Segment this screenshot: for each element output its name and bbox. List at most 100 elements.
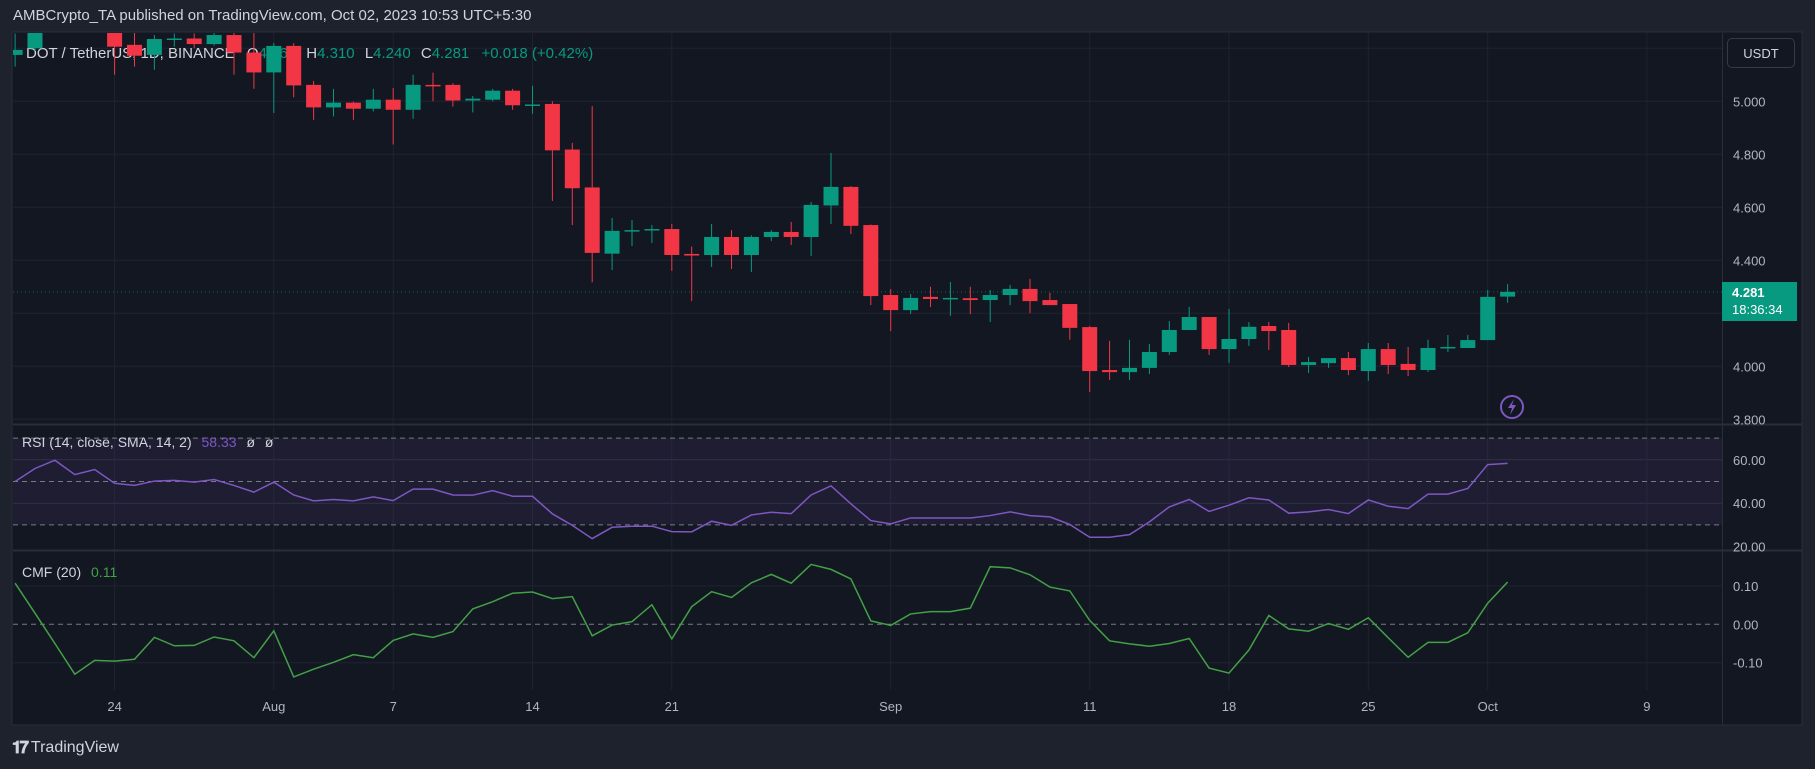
candle[interactable]	[962, 286, 978, 315]
candle-body	[1480, 296, 1496, 341]
candle-body	[465, 98, 481, 101]
candle[interactable]	[1460, 335, 1476, 349]
candle[interactable]	[226, 32, 242, 75]
rsi-title[interactable]: RSI (14, close, SMA, 14, 2)	[22, 434, 192, 450]
candle[interactable]	[345, 101, 361, 120]
candle[interactable]	[1002, 284, 1018, 306]
candle[interactable]	[1141, 344, 1157, 374]
candle[interactable]	[385, 88, 401, 145]
candle[interactable]	[1380, 342, 1396, 374]
candle[interactable]	[405, 74, 421, 119]
candle[interactable]	[127, 32, 142, 67]
candle[interactable]	[8, 33, 23, 67]
candle[interactable]	[1400, 346, 1416, 377]
rsi-na-1: ø	[246, 434, 255, 450]
candle[interactable]	[743, 235, 759, 272]
candle[interactable]	[664, 223, 680, 271]
candle[interactable]	[1321, 358, 1336, 368]
candle[interactable]	[942, 282, 958, 316]
candle[interactable]	[1102, 340, 1118, 381]
candle-body	[385, 99, 401, 110]
candle[interactable]	[246, 32, 262, 89]
candle[interactable]	[1440, 335, 1456, 352]
candle[interactable]	[306, 80, 322, 120]
candle[interactable]	[186, 33, 202, 49]
candle[interactable]	[425, 72, 441, 102]
candle-body	[445, 84, 461, 101]
candle[interactable]	[146, 35, 162, 70]
candle[interactable]	[286, 43, 302, 98]
candle[interactable]	[903, 293, 919, 315]
candle[interactable]	[724, 230, 739, 270]
candle[interactable]	[1062, 304, 1078, 340]
candle[interactable]	[783, 221, 799, 245]
candle[interactable]	[1241, 322, 1257, 346]
candle[interactable]	[1082, 326, 1098, 393]
candle[interactable]	[1122, 339, 1137, 381]
candle[interactable]	[544, 101, 560, 201]
candle[interactable]	[485, 88, 501, 102]
candle[interactable]	[923, 286, 938, 307]
candle-body	[903, 297, 919, 311]
candle-body	[505, 90, 521, 106]
candle[interactable]	[1500, 284, 1516, 303]
candle[interactable]	[863, 224, 879, 306]
candle[interactable]	[1042, 292, 1058, 306]
candle-body	[883, 295, 899, 311]
candle[interactable]	[1161, 320, 1177, 355]
candle[interactable]	[525, 85, 540, 114]
bar-countdown: 18:36:34	[1732, 302, 1783, 317]
candle[interactable]	[684, 246, 700, 302]
lightning-bolt-icon[interactable]	[1500, 395, 1524, 419]
candle-body	[923, 296, 938, 299]
candle[interactable]	[624, 220, 640, 246]
candle[interactable]	[823, 152, 839, 224]
candle[interactable]	[1360, 342, 1376, 381]
candle[interactable]	[1181, 306, 1197, 330]
candle[interactable]	[505, 88, 521, 110]
candle[interactable]	[27, 30, 43, 51]
time-label: 14	[525, 699, 539, 714]
cmf-axis-label: 0.10	[1733, 579, 1758, 594]
candle[interactable]	[1281, 322, 1297, 368]
candle-body	[13, 49, 23, 55]
candle[interactable]	[843, 186, 859, 235]
candle[interactable]	[584, 106, 600, 283]
cmf-value: 0.11	[91, 564, 117, 580]
candle[interactable]	[763, 230, 779, 241]
cmf-title[interactable]: CMF (20)	[22, 564, 81, 580]
candle[interactable]	[465, 96, 481, 113]
candle[interactable]	[166, 33, 182, 47]
candle[interactable]	[604, 217, 620, 271]
candle-body	[1440, 346, 1456, 349]
legend-high: 4.310	[317, 45, 355, 62]
candle[interactable]	[445, 83, 461, 107]
candle[interactable]	[1261, 322, 1277, 350]
candle[interactable]	[1420, 339, 1436, 372]
candle[interactable]	[266, 43, 282, 113]
candle[interactable]	[883, 288, 899, 332]
candle[interactable]	[803, 202, 819, 257]
candle[interactable]	[1201, 317, 1217, 355]
candle[interactable]	[644, 225, 660, 244]
candle[interactable]	[1221, 309, 1237, 363]
candle[interactable]	[982, 289, 998, 323]
candle[interactable]	[1301, 357, 1317, 373]
footer-brand[interactable]: 𝟏𝟕 TradingView	[12, 738, 119, 758]
candle-body	[624, 230, 640, 232]
candle[interactable]	[704, 223, 720, 267]
candle[interactable]	[206, 32, 222, 46]
candle[interactable]	[107, 30, 123, 75]
candle-body	[763, 231, 779, 237]
candle[interactable]	[1340, 351, 1356, 376]
candle[interactable]	[326, 88, 341, 117]
candle[interactable]	[564, 142, 580, 226]
candle-body	[1400, 363, 1416, 371]
candle-body	[1102, 370, 1118, 373]
candle[interactable]	[365, 88, 381, 112]
currency-button[interactable]: USDT	[1727, 38, 1795, 68]
candle-body	[684, 253, 700, 256]
candle[interactable]	[1480, 289, 1496, 341]
candle[interactable]	[1022, 278, 1038, 314]
